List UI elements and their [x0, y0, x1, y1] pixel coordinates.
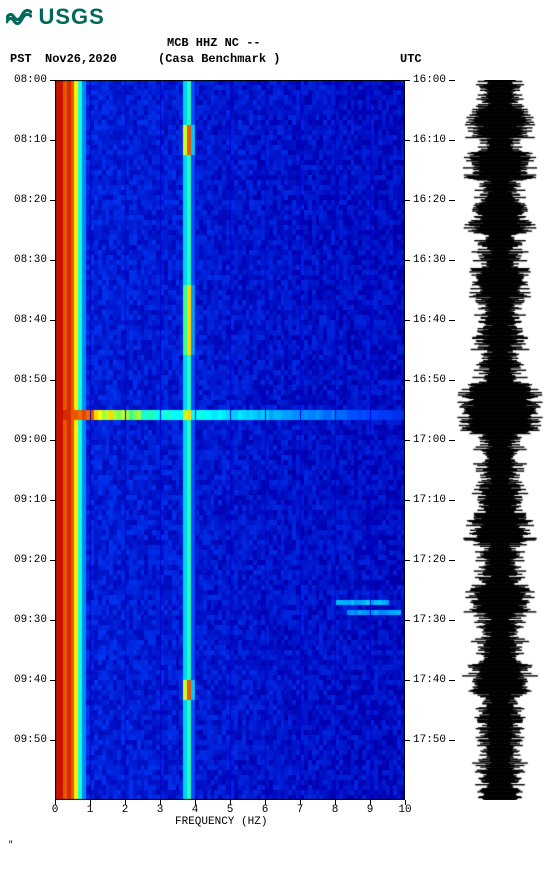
y-tick-mark-left — [50, 440, 55, 441]
y-tick-right: 16:30 — [413, 254, 453, 266]
spectrogram-plot — [55, 80, 405, 800]
waveform-strip — [455, 80, 545, 800]
y-tick-mark-left — [50, 560, 55, 561]
y-tick-left: 09:00 — [7, 434, 47, 446]
x-tick: 0 — [45, 804, 65, 816]
y-tick-mark-left — [50, 740, 55, 741]
x-tick-mark — [125, 800, 126, 805]
spectrogram-canvas — [55, 80, 405, 800]
x-tick: 3 — [150, 804, 170, 816]
timezone-left: PST — [10, 52, 32, 66]
x-tick-mark — [370, 800, 371, 805]
x-tick: 10 — [395, 804, 415, 816]
x-tick-mark — [160, 800, 161, 805]
y-tick-left: 09:20 — [7, 554, 47, 566]
x-tick-mark — [230, 800, 231, 805]
waveform-tick — [449, 620, 455, 621]
y-tick-right: 16:40 — [413, 314, 453, 326]
y-tick-mark-left — [50, 320, 55, 321]
x-tick: 5 — [220, 804, 240, 816]
waveform-tick — [449, 260, 455, 261]
x-tick-mark — [90, 800, 91, 805]
y-tick-mark-right — [405, 440, 410, 441]
x-tick: 9 — [360, 804, 380, 816]
y-tick-left: 09:30 — [7, 614, 47, 626]
y-tick-mark-left — [50, 500, 55, 501]
x-tick: 1 — [80, 804, 100, 816]
y-tick-mark-left — [50, 260, 55, 261]
y-tick-mark-right — [405, 260, 410, 261]
y-tick-right: 17:20 — [413, 554, 453, 566]
waveform-tick — [449, 80, 455, 81]
x-tick-mark — [195, 800, 196, 805]
y-tick-mark-right — [405, 80, 410, 81]
y-tick-left: 08:50 — [7, 374, 47, 386]
y-tick-mark-left — [50, 620, 55, 621]
y-tick-left: 09:10 — [7, 494, 47, 506]
waveform-tick — [449, 320, 455, 321]
x-tick-mark — [300, 800, 301, 805]
y-tick-right: 17:40 — [413, 674, 453, 686]
header-date: Nov26,2020 — [45, 52, 117, 66]
y-tick-left: 08:40 — [7, 314, 47, 326]
waveform-tick — [449, 140, 455, 141]
waveform-tick — [449, 440, 455, 441]
y-tick-mark-right — [405, 140, 410, 141]
x-tick: 6 — [255, 804, 275, 816]
y-tick-mark-left — [50, 80, 55, 81]
y-tick-mark-left — [50, 380, 55, 381]
x-tick-mark — [265, 800, 266, 805]
y-tick-mark-right — [405, 680, 410, 681]
y-tick-left: 09:50 — [7, 734, 47, 746]
y-tick-right: 17:50 — [413, 734, 453, 746]
waveform-tick — [449, 500, 455, 501]
y-tick-mark-right — [405, 320, 410, 321]
x-axis-title: FREQUENCY (HZ) — [175, 816, 267, 828]
station-site: (Casa Benchmark ) — [158, 52, 280, 66]
y-tick-right: 17:00 — [413, 434, 453, 446]
y-tick-mark-right — [405, 620, 410, 621]
x-tick-mark — [55, 800, 56, 805]
y-tick-mark-right — [405, 560, 410, 561]
waveform-canvas — [455, 80, 545, 800]
y-tick-left: 08:30 — [7, 254, 47, 266]
y-tick-right: 17:30 — [413, 614, 453, 626]
timezone-right: UTC — [400, 52, 422, 66]
y-tick-right: 16:00 — [413, 74, 453, 86]
y-tick-mark-left — [50, 140, 55, 141]
x-tick: 2 — [115, 804, 135, 816]
y-tick-right: 16:10 — [413, 134, 453, 146]
usgs-logo: USGS — [6, 4, 105, 30]
x-tick-mark — [335, 800, 336, 805]
y-tick-left: 09:40 — [7, 674, 47, 686]
x-tick-mark — [405, 800, 406, 805]
y-tick-mark-right — [405, 500, 410, 501]
y-tick-right: 16:50 — [413, 374, 453, 386]
y-tick-right: 16:20 — [413, 194, 453, 206]
usgs-wave-icon — [6, 5, 32, 30]
y-tick-left: 08:10 — [7, 134, 47, 146]
usgs-logo-text: USGS — [38, 4, 104, 30]
y-tick-mark-left — [50, 680, 55, 681]
y-tick-left: 08:20 — [7, 194, 47, 206]
y-tick-left: 08:00 — [7, 74, 47, 86]
y-tick-mark-left — [50, 200, 55, 201]
y-tick-right: 17:10 — [413, 494, 453, 506]
waveform-tick — [449, 560, 455, 561]
station-code: MCB HHZ NC -- — [167, 36, 261, 50]
waveform-tick — [449, 740, 455, 741]
waveform-tick — [449, 380, 455, 381]
footnote: " — [8, 840, 13, 850]
x-tick: 8 — [325, 804, 345, 816]
y-tick-mark-right — [405, 380, 410, 381]
y-tick-mark-right — [405, 200, 410, 201]
x-tick: 7 — [290, 804, 310, 816]
x-tick: 4 — [185, 804, 205, 816]
waveform-tick — [449, 680, 455, 681]
y-tick-mark-right — [405, 740, 410, 741]
waveform-tick — [449, 200, 455, 201]
